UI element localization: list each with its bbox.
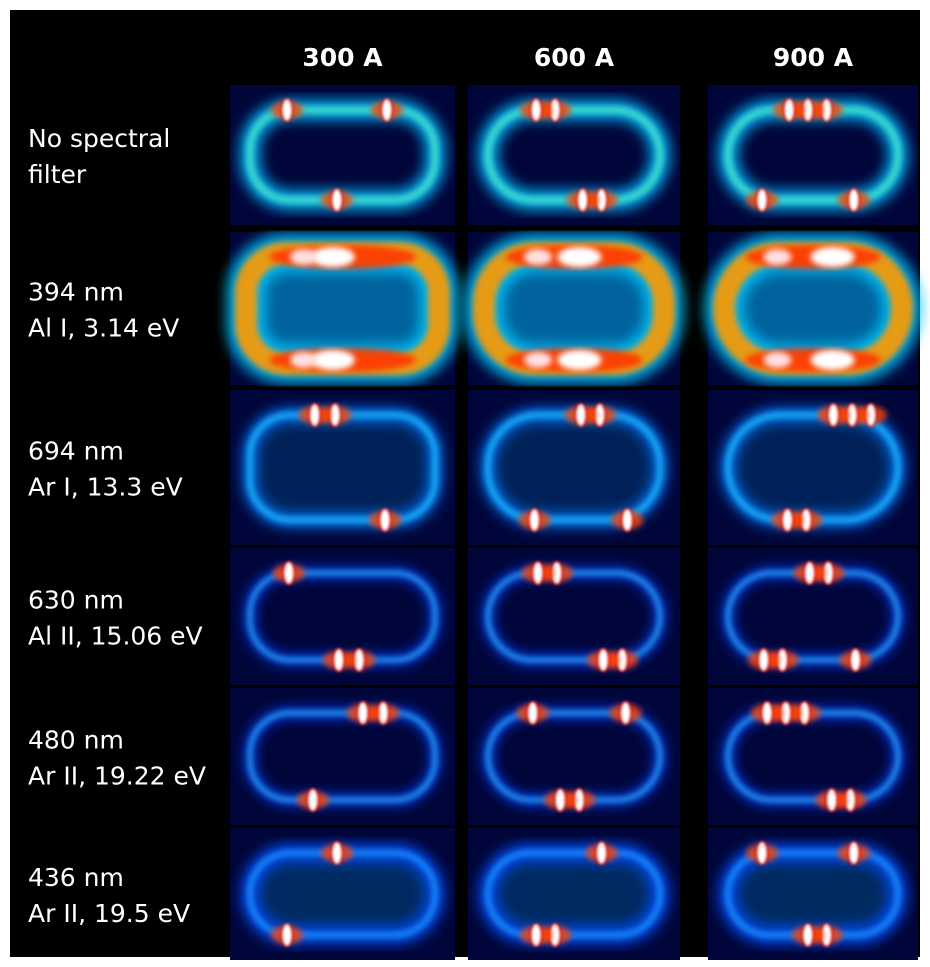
spot-core (756, 841, 768, 865)
plasma-image (468, 85, 680, 225)
spot-core (330, 841, 343, 865)
column-header: 900 A (773, 43, 854, 72)
spot-core (531, 561, 544, 585)
column-header: 600 A (534, 43, 615, 72)
plasma-image (230, 85, 455, 225)
hot-core (810, 247, 855, 267)
spot-core (306, 788, 319, 812)
plasma-image (226, 232, 459, 385)
spot-core (308, 403, 321, 427)
spot-core (761, 701, 774, 725)
plasma-image (468, 390, 680, 545)
row-label: filter (28, 160, 87, 189)
spot-core (526, 701, 539, 725)
spot-core (281, 923, 293, 947)
glow-fill (250, 853, 435, 935)
hot-core (810, 350, 855, 370)
plasma-image (708, 85, 918, 225)
hot-core (763, 249, 792, 265)
spot-core (281, 98, 293, 122)
row-label: Ar II, 19.22 eV (28, 762, 206, 791)
labels: 300 A 600 A 900 A No spectral filter 394 nm Al… (28, 43, 854, 928)
hot-core (310, 350, 355, 370)
plasma-image (468, 688, 680, 825)
hot-core (557, 350, 602, 370)
row-label: Ar I, 13.3 eV (28, 473, 183, 502)
glow-fill (246, 253, 439, 364)
spot-core (849, 648, 862, 672)
spot-core (619, 701, 632, 725)
spot-core (330, 188, 343, 212)
spot-core (356, 701, 369, 725)
spot-core (595, 841, 608, 865)
plasma-image (704, 232, 922, 385)
spot-core (756, 188, 768, 212)
spot-core (827, 403, 840, 427)
hot-core (524, 352, 552, 368)
spot-core (282, 561, 295, 585)
plasma-image (230, 828, 455, 960)
spot-core (530, 98, 543, 122)
glow-fill (728, 853, 898, 935)
image-grid (226, 85, 922, 960)
row-label: Al I, 3.14 eV (28, 314, 179, 343)
column-header: 300 A (302, 43, 383, 72)
ring (485, 570, 663, 663)
plasma-image (468, 828, 680, 960)
spot-core (597, 648, 610, 672)
row-label: 394 nm (28, 278, 124, 307)
row-label: 480 nm (28, 726, 124, 755)
ring (247, 710, 438, 803)
hot-core (524, 249, 552, 265)
plasma-image (464, 232, 684, 385)
spot-core (757, 648, 770, 672)
glow-fill (724, 253, 902, 364)
row-label: Al II, 15.06 eV (28, 622, 203, 651)
hot-core (310, 247, 355, 267)
glow-fill (488, 853, 660, 935)
spot-core (803, 561, 816, 585)
spot-core (353, 648, 366, 672)
spot-core (377, 701, 390, 725)
row-label: 694 nm (28, 437, 124, 466)
plasma-image (708, 688, 918, 825)
spot-core (380, 98, 393, 122)
spot-core (847, 188, 860, 212)
hot-core (289, 249, 318, 265)
plasma-image (230, 390, 455, 545)
plasma-image (468, 548, 680, 685)
spot-core (528, 508, 541, 532)
spot-core (379, 508, 392, 532)
spot-core (329, 403, 342, 427)
spot-core (781, 508, 794, 532)
spot-core (332, 648, 345, 672)
row-label: 630 nm (28, 586, 124, 615)
spot-core (574, 403, 587, 427)
hot-core (763, 352, 792, 368)
glow-fill (488, 415, 660, 520)
plasma-image (708, 548, 918, 685)
spot-core (801, 923, 814, 947)
hot-core (289, 352, 318, 368)
plasma-image (230, 548, 455, 685)
glow-fill (250, 415, 435, 520)
spot-core (621, 508, 634, 532)
plasma-image (230, 688, 455, 825)
glow-fill (484, 253, 664, 364)
spot-core (530, 923, 543, 947)
spot-core (847, 841, 860, 865)
ring (485, 850, 663, 938)
plasma-image (708, 828, 918, 960)
spot-core (576, 188, 589, 212)
row-label: Ar II, 19.5 eV (28, 899, 190, 928)
row-label: No spectral (28, 124, 170, 153)
spot-core (783, 98, 796, 122)
plasma-image (708, 390, 918, 545)
spot-core (554, 788, 567, 812)
row-label: 436 nm (28, 863, 124, 892)
hot-core (557, 247, 602, 267)
spot-core (825, 788, 838, 812)
glow-fill (728, 415, 898, 520)
